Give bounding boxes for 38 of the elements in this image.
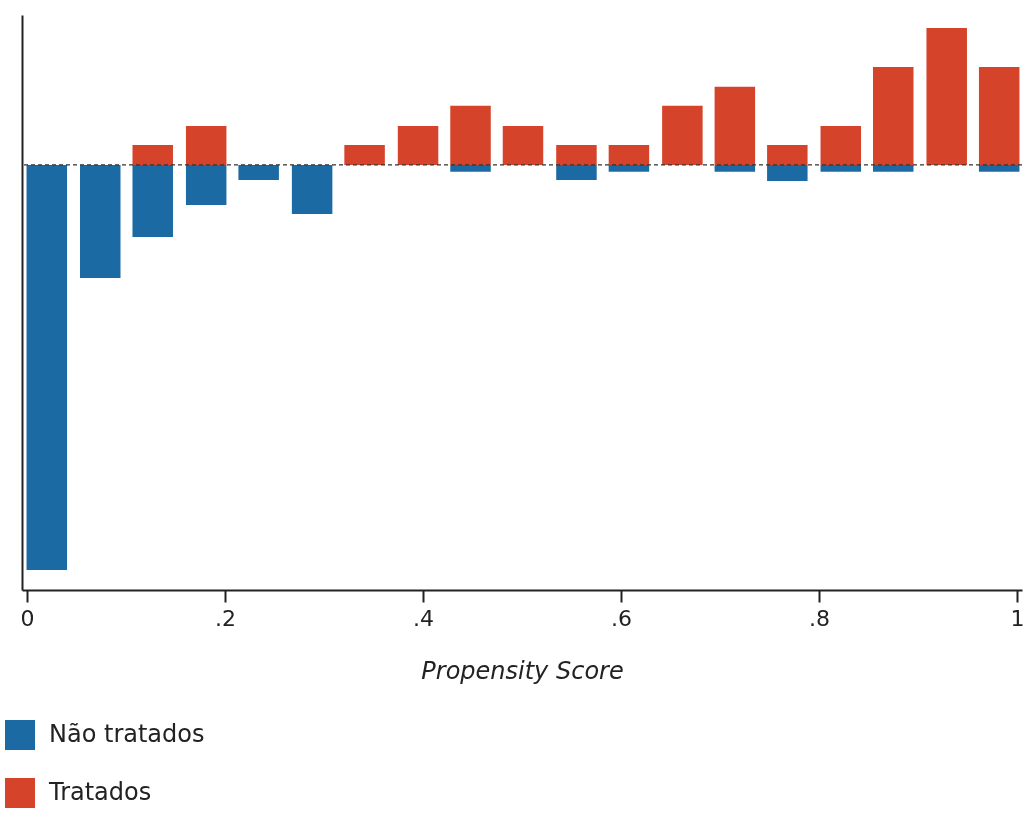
bar <box>185 126 227 165</box>
bar <box>80 164 121 278</box>
bar <box>873 164 914 172</box>
legend-label: Não tratados <box>49 720 205 748</box>
x-tick-label: .6 <box>611 605 632 631</box>
x-tick-label: .8 <box>809 605 830 631</box>
bar <box>450 105 491 165</box>
x-tick-label: .4 <box>413 605 434 631</box>
bar <box>344 145 385 165</box>
x-tick-label: 1 <box>1010 605 1025 631</box>
bar <box>926 28 967 165</box>
bar <box>238 164 279 180</box>
bar <box>132 164 173 238</box>
bar <box>26 164 68 570</box>
bar <box>556 145 597 165</box>
bar <box>608 145 650 165</box>
bar <box>662 105 703 165</box>
bar <box>608 164 650 172</box>
bar <box>714 164 756 172</box>
bar <box>767 145 808 165</box>
bar <box>978 164 1020 172</box>
bar <box>450 164 491 172</box>
bar <box>873 66 914 165</box>
x-tick-label: .2 <box>215 605 236 631</box>
bar <box>502 126 544 165</box>
bar <box>397 126 439 165</box>
bar <box>767 164 808 182</box>
bar <box>978 66 1020 165</box>
bar <box>185 164 227 206</box>
bar <box>291 164 333 214</box>
bar <box>820 164 862 172</box>
x-tick-label: 0 <box>20 605 35 631</box>
x-axis-title: Propensity Score <box>421 656 624 685</box>
bar <box>132 145 173 165</box>
bar <box>556 164 597 180</box>
bar <box>714 86 756 165</box>
legend-label: Tratados <box>48 778 152 806</box>
bar <box>820 126 862 165</box>
